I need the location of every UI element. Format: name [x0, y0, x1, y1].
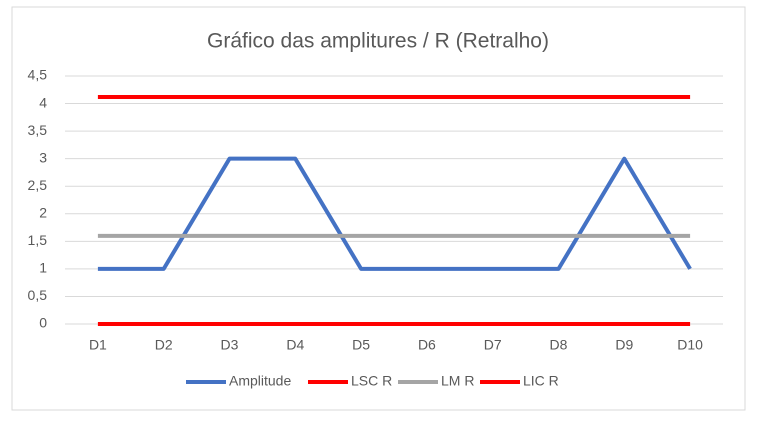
- legend-label: LM R: [441, 373, 474, 389]
- legend-label: Amplitude: [229, 373, 291, 389]
- y-tick-label: 3: [39, 149, 47, 165]
- chart-title: Gráfico das amplitures / R (Retralho): [207, 30, 549, 53]
- x-tick-label: D9: [615, 337, 633, 353]
- series-line: [97, 156, 692, 271]
- x-tick-label: D5: [352, 337, 370, 353]
- chart-border: [11, 6, 746, 411]
- y-tick-label: 2,5: [28, 177, 48, 193]
- x-tick-label: D1: [89, 337, 107, 353]
- y-tick-label: 1,5: [28, 232, 48, 248]
- x-tick-label: D3: [221, 337, 239, 353]
- legend-label: LIC R: [523, 373, 559, 389]
- y-tick-label: 0,5: [28, 287, 48, 303]
- y-tick-label: 4,5: [28, 67, 48, 83]
- legend-label: LSC R: [351, 373, 392, 389]
- y-tick-label: 4: [39, 94, 47, 110]
- x-tick-label: D2: [155, 337, 173, 353]
- x-tick-label: D6: [418, 337, 436, 353]
- x-tick-label: D7: [484, 337, 502, 353]
- y-tick-label: 3,5: [28, 122, 48, 138]
- x-tick-label: D4: [286, 337, 304, 353]
- y-tick-label: 2: [39, 204, 47, 220]
- y-tick-label: 0: [39, 315, 47, 331]
- y-tick-label: 1: [39, 260, 47, 276]
- x-tick-label: D8: [550, 337, 568, 353]
- x-tick-label: D10: [677, 337, 703, 353]
